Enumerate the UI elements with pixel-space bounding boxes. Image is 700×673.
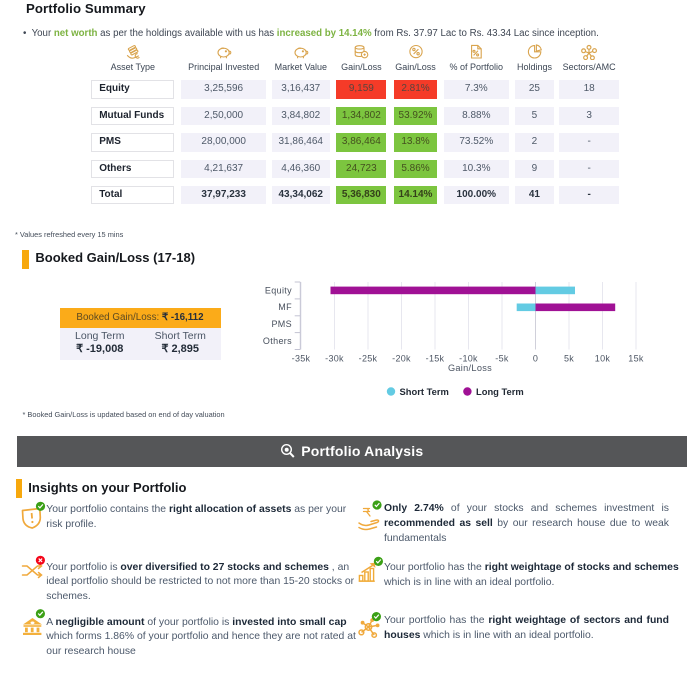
svg-text:15k: 15k <box>628 353 644 363</box>
svg-text:Others: Others <box>263 336 292 346</box>
svg-text:10k: 10k <box>595 353 611 363</box>
svg-text:-10k: -10k <box>459 353 478 363</box>
svg-text:Gain/Loss: Gain/Loss <box>448 363 492 373</box>
svg-text:-30k: -30k <box>325 353 344 363</box>
svg-text:MF: MF <box>278 302 292 312</box>
svg-text:-35k: -35k <box>292 353 311 363</box>
svg-text:5k: 5k <box>564 353 574 363</box>
svg-text:Short Term: Short Term <box>400 386 449 397</box>
svg-text:-15k: -15k <box>426 353 445 363</box>
svg-text:0: 0 <box>533 353 538 363</box>
svg-text:PMS: PMS <box>271 319 292 329</box>
svg-text:Equity: Equity <box>265 285 292 295</box>
svg-text:-5k: -5k <box>495 353 509 363</box>
svg-text:Long Term: Long Term <box>476 386 524 397</box>
svg-text:-20k: -20k <box>392 353 411 363</box>
svg-text:-25k: -25k <box>359 353 378 363</box>
